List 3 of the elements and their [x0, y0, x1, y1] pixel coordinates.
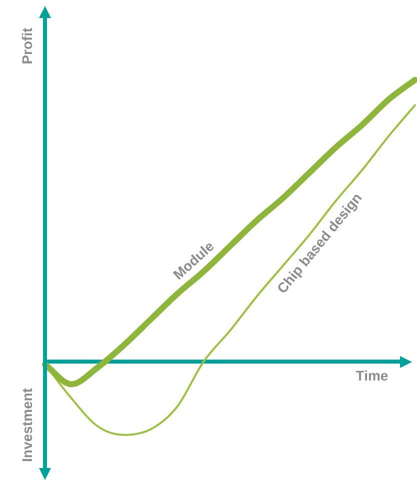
text: Investment — [18, 388, 35, 462]
x-axis-title: Time — [356, 368, 388, 384]
y-axis-title: Profit — [18, 27, 35, 64]
